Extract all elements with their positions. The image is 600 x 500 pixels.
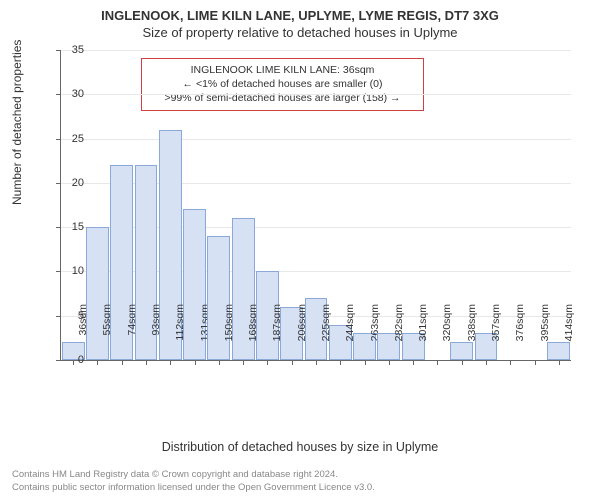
x-axis-label: Distribution of detached houses by size … [0,440,600,454]
y-tick-label: 0 [54,354,84,366]
x-tick-mark [170,360,171,365]
y-tick-label: 10 [54,265,84,277]
x-tick-mark [122,360,123,365]
x-tick-mark [510,360,511,365]
grid-line [61,50,571,51]
y-tick-label: 20 [54,177,84,189]
y-axis-label: Number of detached properties [10,40,24,205]
x-tick-mark [97,360,98,365]
x-tick-mark [559,360,560,365]
x-tick-mark [462,360,463,365]
grid-line [61,94,571,95]
x-tick-mark [389,360,390,365]
y-tick-label: 5 [54,310,84,322]
x-tick-mark [365,360,366,365]
attribution-line2: Contains public sector information licen… [12,482,375,494]
attribution-text: Contains HM Land Registry data © Crown c… [12,469,375,494]
page-title-line2: Size of property relative to detached ho… [0,23,600,40]
x-tick-mark [535,360,536,365]
x-tick-label: 357sqm [490,304,502,364]
annotation-line2: ← <1% of detached houses are smaller (0) [150,77,415,91]
x-tick-mark [243,360,244,365]
annotation-line1: INGLENOOK LIME KILN LANE: 36sqm [150,63,415,77]
y-tick-label: 15 [54,221,84,233]
x-tick-mark [413,360,414,365]
chart-container: INGLENOOK LIME KILN LANE: 36sqm ← <1% of… [60,50,570,390]
x-tick-mark [486,360,487,365]
grid-line [61,139,571,140]
x-tick-mark [437,360,438,365]
y-tick-label: 35 [54,44,84,56]
y-tick-label: 25 [54,133,84,145]
y-tick-label: 30 [54,88,84,100]
annotation-box: INGLENOOK LIME KILN LANE: 36sqm ← <1% of… [141,58,424,111]
x-tick-label: 376sqm [514,304,526,364]
x-tick-mark [219,360,220,365]
page-title-line1: INGLENOOK, LIME KILN LANE, UPLYME, LYME … [0,0,600,23]
x-tick-mark [316,360,317,365]
x-tick-mark [195,360,196,365]
x-tick-mark [146,360,147,365]
x-tick-mark [267,360,268,365]
attribution-line1: Contains HM Land Registry data © Crown c… [12,469,375,481]
x-tick-mark [340,360,341,365]
x-tick-label: 414sqm [563,304,575,364]
x-tick-mark [292,360,293,365]
x-tick-label: 301sqm [417,304,429,364]
chart-plot-area: INGLENOOK LIME KILN LANE: 36sqm ← <1% of… [60,50,571,361]
